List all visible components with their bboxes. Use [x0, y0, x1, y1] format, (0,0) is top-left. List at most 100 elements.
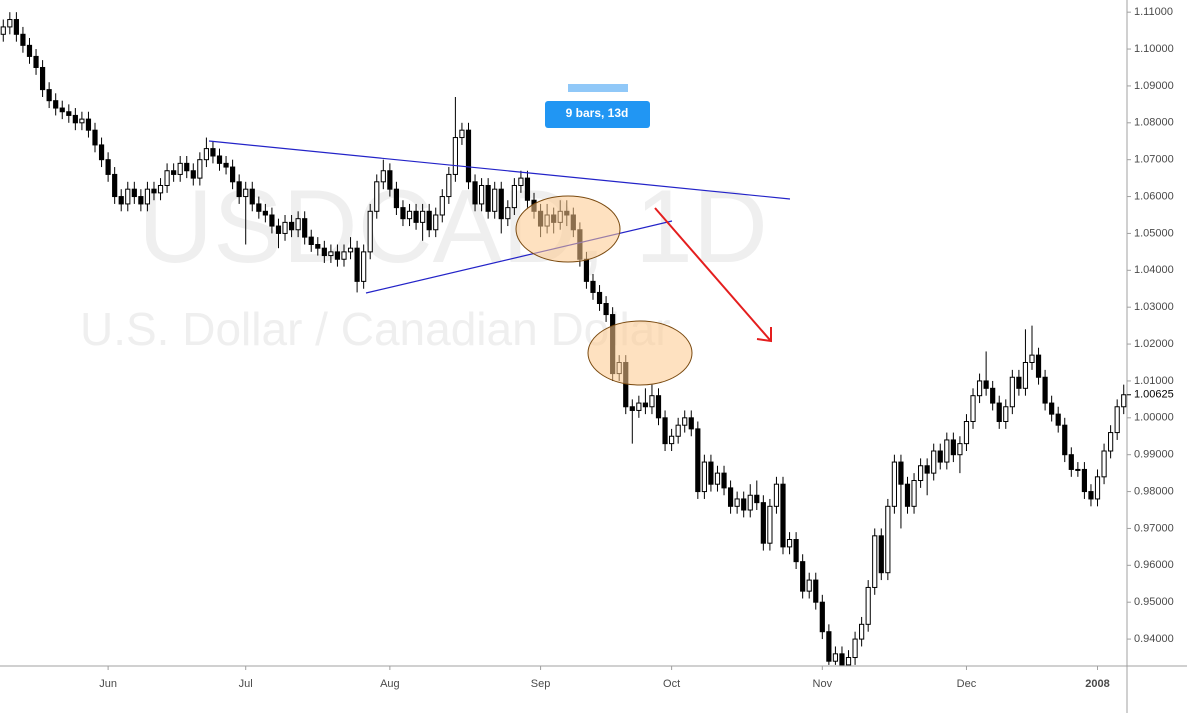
candle: [695, 421, 701, 499]
candle: [439, 189, 445, 223]
candle: [452, 96, 458, 182]
candle: [485, 178, 491, 219]
candle: [996, 395, 1002, 429]
candle: [341, 244, 347, 267]
y-tick-label: 1.08000: [1134, 117, 1174, 129]
candle-body: [367, 210, 373, 253]
candle-body: [288, 221, 295, 231]
candle: [596, 285, 603, 311]
candle: [983, 351, 989, 396]
candle-body: [85, 118, 92, 131]
last-price-box: [1128, 387, 1186, 402]
candle: [911, 473, 917, 514]
candle: [446, 167, 452, 204]
candle: [210, 141, 216, 164]
candle: [714, 465, 721, 492]
candle: [387, 163, 393, 197]
candle: [963, 414, 970, 452]
candle: [1055, 406, 1061, 433]
candle-body: [256, 203, 262, 212]
candle-body: [669, 435, 675, 445]
candle: [1062, 417, 1068, 463]
candle: [190, 163, 196, 186]
candle: [937, 443, 943, 470]
candle-body: [197, 159, 203, 179]
candle-body: [950, 439, 956, 456]
candle: [144, 181, 151, 212]
candle-body: [203, 148, 209, 161]
candle-body: [786, 539, 793, 548]
candle-body: [701, 461, 707, 493]
candle: [970, 388, 976, 429]
candle: [642, 388, 649, 415]
candle-body: [387, 170, 393, 190]
candle-body: [990, 387, 996, 404]
candle-body: [524, 177, 531, 201]
candle: [492, 181, 498, 219]
candle-body: [452, 137, 458, 175]
y-tick-label: 0.97000: [1134, 522, 1174, 534]
candle: [321, 240, 327, 263]
candle: [1009, 369, 1015, 415]
candle-body: [1121, 394, 1127, 408]
candle: [406, 203, 413, 227]
candle-body: [243, 188, 249, 198]
candle-body: [931, 450, 937, 474]
candle-body: [891, 461, 897, 507]
candle: [118, 189, 124, 212]
candle: [230, 159, 236, 190]
candle-body: [53, 100, 59, 109]
candle-body: [937, 450, 943, 463]
candle: [898, 454, 904, 529]
candle: [1108, 425, 1114, 459]
candle: [472, 174, 478, 212]
candle: [832, 646, 839, 665]
candle-body: [714, 472, 721, 485]
candle-body: [223, 162, 229, 168]
candle-body: [865, 586, 871, 625]
candle-body: [177, 162, 183, 175]
candle-body: [1055, 413, 1061, 426]
candle-body: [498, 188, 504, 220]
candle-body: [1009, 376, 1015, 408]
candle: [1114, 399, 1120, 440]
candle-body: [819, 601, 825, 633]
candle: [478, 178, 485, 212]
candle: [203, 137, 209, 168]
y-tick-label: 0.98000: [1134, 485, 1174, 497]
candle: [184, 155, 190, 179]
candle-body: [800, 561, 806, 592]
y-tick-label: 0.96000: [1134, 559, 1174, 571]
candle: [256, 196, 262, 219]
candle: [655, 388, 662, 426]
y-tick-label: 1.06000: [1134, 190, 1174, 202]
candle-body: [426, 210, 432, 231]
candle: [269, 207, 275, 234]
candle: [420, 203, 426, 241]
candle-body: [1101, 450, 1107, 478]
candle-body: [380, 170, 386, 183]
candle-body: [472, 181, 478, 205]
y-tick-label: 0.99000: [1134, 449, 1174, 461]
candle: [164, 163, 170, 193]
candle: [734, 491, 740, 514]
y-tick-label: 1.04000: [1134, 264, 1174, 276]
candle: [1035, 347, 1042, 385]
candle: [302, 211, 308, 245]
candle: [800, 554, 806, 599]
candle: [315, 237, 321, 256]
candle: [590, 273, 596, 300]
y-tick-label: 1.05000: [1134, 227, 1174, 239]
candle-body: [400, 207, 406, 220]
candle: [39, 60, 46, 97]
candle-body: [839, 653, 845, 666]
candle: [249, 181, 255, 212]
candle-body: [813, 579, 819, 603]
x-tick-label: Jul: [239, 678, 253, 690]
x-tick-label: Oct: [663, 678, 680, 690]
candle-body: [741, 498, 747, 511]
candle: [66, 104, 72, 123]
candle: [1022, 329, 1029, 396]
candle-body: [79, 118, 85, 124]
candle-body: [315, 243, 321, 249]
